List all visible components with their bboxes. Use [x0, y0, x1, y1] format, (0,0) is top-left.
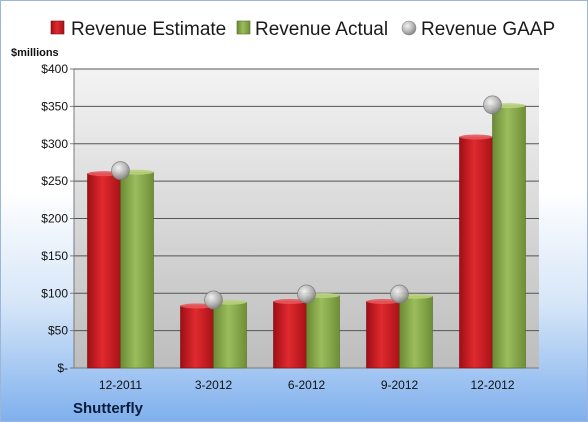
y-tick-label-50: $50: [48, 324, 68, 338]
marker-revenue-gaap-3-2012: [204, 290, 223, 310]
y-tick-label-150: $150: [41, 249, 68, 263]
bars: [87, 103, 526, 369]
bar-revenue-estimate-3-2012: [180, 305, 214, 369]
y-tick-label-200: $200: [41, 212, 68, 226]
bar-revenue-actual-9-2012: [399, 295, 433, 369]
bar-revenue-estimate-12-2012: [459, 136, 493, 369]
legend-marker-revenue-gaap: [401, 20, 417, 36]
bar-cap-revenue-estimate-6-2012: [273, 298, 307, 304]
bar-revenue-estimate-12-2011: [87, 173, 121, 369]
bar-revenue-actual-6-2012: [306, 295, 340, 369]
gaap-markers: [111, 95, 502, 310]
x-tick-label-12-2011: 12-2011: [99, 378, 142, 392]
marker-revenue-gaap-6-2012: [297, 284, 316, 304]
legend-label-revenue-actual: Revenue Actual: [255, 19, 388, 40]
legend-label-revenue-estimate: Revenue Estimate: [71, 19, 226, 40]
bar-revenue-estimate-6-2012: [273, 301, 307, 369]
bar-revenue-estimate-9-2012: [366, 301, 400, 369]
bar-cap-revenue-estimate-3-2012: [180, 303, 214, 309]
y-tick-labels: $- $50 $100 $150 $200 $250 $300 $350 $400: [41, 62, 68, 375]
y-tick-label-100: $100: [41, 286, 68, 300]
y-tick-label-250: $250: [41, 174, 68, 188]
bar-cap-revenue-estimate-12-2012: [459, 134, 493, 140]
y-tick-label-350: $350: [41, 99, 68, 113]
x-tick-labels: 12-2011 3-2012 6-2012 9-2012 12-2012: [99, 378, 515, 392]
x-tick-label-6-2012: 6-2012: [288, 378, 326, 392]
marker-revenue-gaap-12-2012: [483, 95, 502, 115]
legend: Revenue Estimate Revenue Actual Revenue …: [50, 19, 555, 40]
marker-revenue-gaap-9-2012: [390, 284, 409, 304]
y-tick-label-400: $400: [41, 62, 68, 76]
y-axis-unit-label: $millions: [11, 47, 59, 59]
y-tick-label-300: $300: [41, 137, 68, 151]
bar-revenue-actual-12-2011: [120, 171, 154, 369]
legend-label-revenue-gaap: Revenue GAAP: [421, 19, 555, 40]
legend-swatch-revenue-estimate: [50, 20, 65, 35]
company-name: Shutterfly: [73, 400, 144, 417]
x-tick-label-9-2012: 9-2012: [381, 378, 419, 392]
legend-swatch-revenue-actual: [236, 20, 251, 35]
bar-revenue-actual-3-2012: [213, 301, 247, 369]
bar-cap-revenue-estimate-9-2012: [366, 298, 400, 304]
y-tick-label-zero: $-: [57, 361, 68, 375]
bar-revenue-actual-12-2012: [492, 105, 526, 369]
x-tick-label-3-2012: 3-2012: [195, 378, 233, 392]
x-tick-label-12-2012: 12-2012: [470, 378, 514, 392]
marker-revenue-gaap-12-2011: [111, 161, 130, 181]
